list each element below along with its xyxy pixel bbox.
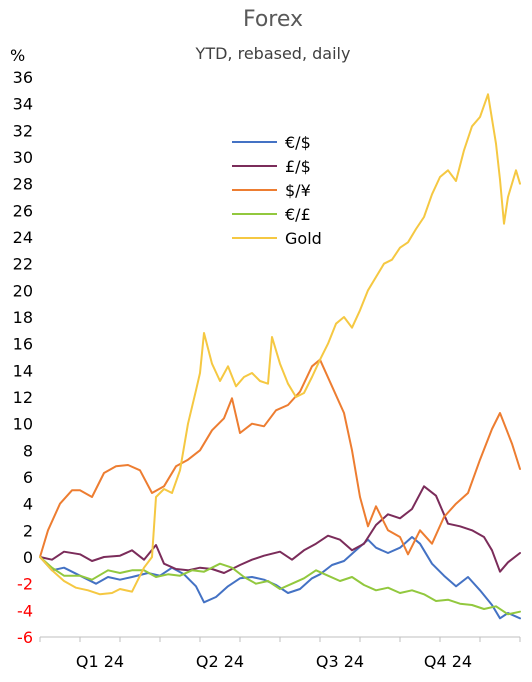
x-tick-label: Q3 24 bbox=[316, 652, 364, 671]
y-tick-label: 18 bbox=[13, 308, 33, 327]
y-tick-label: 14 bbox=[13, 361, 33, 380]
y-tick-label: 0 bbox=[23, 548, 33, 567]
series-line bbox=[39, 485, 521, 574]
y-tick-label: -4 bbox=[17, 601, 33, 620]
legend-label: €/$ bbox=[285, 133, 311, 152]
x-tick-label: Q4 24 bbox=[424, 652, 472, 671]
series-line bbox=[39, 358, 521, 558]
legend-label: €/£ bbox=[285, 205, 311, 224]
x-tick-label: Q1 24 bbox=[76, 652, 124, 671]
legend-label: £/$ bbox=[285, 157, 311, 176]
chart-subtitle: YTD, rebased, daily bbox=[195, 44, 351, 63]
series-lines bbox=[39, 93, 521, 620]
y-tick-label: 12 bbox=[13, 388, 33, 407]
y-tick-label: -6 bbox=[17, 628, 33, 647]
y-tick-label: 6 bbox=[23, 468, 33, 487]
y-tick-label: 20 bbox=[13, 281, 33, 300]
legend-label: Gold bbox=[285, 229, 322, 248]
x-axis: Q1 24 Q2 24 Q3 24 Q4 24 bbox=[39, 636, 521, 671]
series-line bbox=[39, 93, 521, 596]
y-tick-label: 34 bbox=[13, 95, 33, 114]
legend-label: $/¥ bbox=[285, 181, 311, 200]
y-axis-unit-label: % bbox=[10, 46, 25, 65]
x-tick-label: Q2 24 bbox=[196, 652, 244, 671]
y-tick-label: 26 bbox=[13, 201, 33, 220]
y-tick-label: 30 bbox=[13, 148, 33, 167]
series-line bbox=[39, 536, 521, 620]
y-tick-label: 36 bbox=[13, 68, 33, 87]
y-tick-label: 22 bbox=[13, 255, 33, 274]
y-tick-label: 16 bbox=[13, 335, 33, 354]
y-tick-label: 32 bbox=[13, 121, 33, 140]
legend: €/$ £/$ $/¥ €/£ Gold bbox=[232, 133, 322, 248]
y-tick-label: -2 bbox=[17, 575, 33, 594]
y-tick-label: 2 bbox=[23, 521, 33, 540]
chart-title: Forex bbox=[243, 7, 303, 32]
y-tick-label: 10 bbox=[13, 415, 33, 434]
y-tick-label: 8 bbox=[23, 441, 33, 460]
series-line bbox=[39, 556, 521, 616]
y-tick-label: 4 bbox=[23, 495, 33, 514]
y-tick-label: 24 bbox=[13, 228, 33, 247]
y-tick-label: 28 bbox=[13, 175, 33, 194]
